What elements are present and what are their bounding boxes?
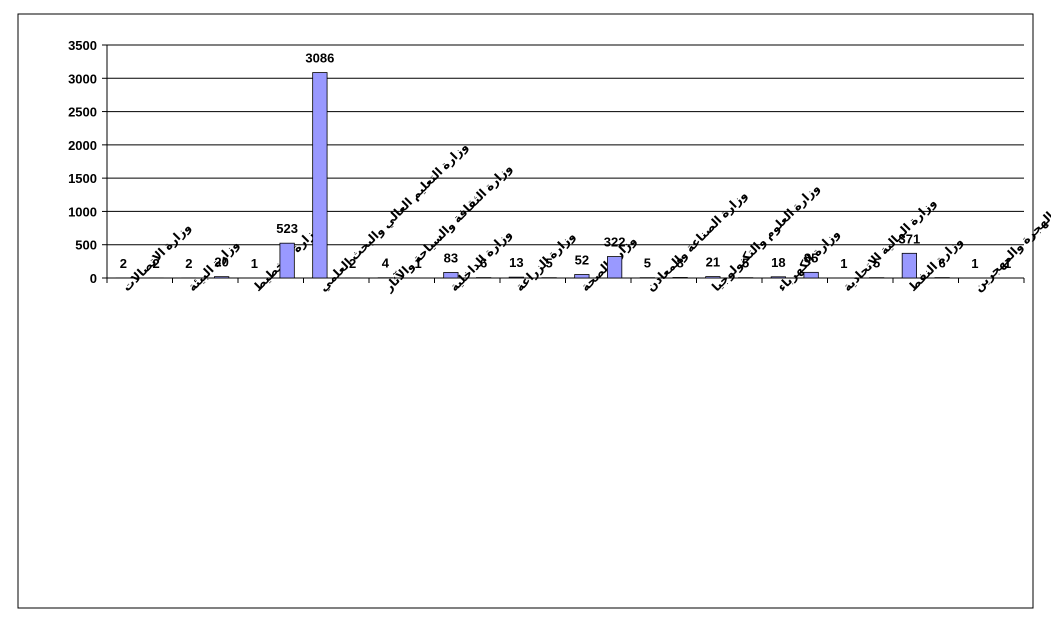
data-label: 18 — [771, 255, 785, 270]
data-label: 6 — [939, 256, 946, 271]
data-label: 1 — [1004, 256, 1011, 271]
data-label: 8 — [677, 255, 684, 270]
bar — [803, 271, 819, 279]
y-tick-label: 500 — [75, 238, 97, 253]
bar — [508, 276, 524, 279]
data-label: 13 — [509, 255, 523, 270]
data-label: 1 — [971, 256, 978, 271]
data-label: 2 — [185, 256, 192, 271]
data-label: 2 — [153, 256, 160, 271]
data-label: 4 — [382, 256, 390, 271]
data-label: 1 — [251, 256, 258, 271]
data-label: 21 — [706, 255, 720, 270]
bar — [770, 276, 786, 279]
data-label: 6 — [480, 256, 487, 271]
data-label: 322 — [604, 235, 626, 250]
data-label: 1 — [840, 256, 847, 271]
bar — [312, 72, 328, 279]
bar — [705, 276, 721, 279]
bar — [443, 272, 459, 279]
data-label: 2 — [349, 256, 356, 271]
data-label: 5 — [873, 256, 880, 271]
y-tick-label: 0 — [90, 271, 97, 286]
y-tick-label: 1500 — [68, 171, 97, 186]
bar — [607, 256, 623, 279]
data-label: 5 — [644, 256, 651, 271]
y-tick-label: 3500 — [68, 38, 97, 53]
data-label: 52 — [575, 253, 589, 268]
data-label: 3086 — [305, 51, 334, 66]
y-tick-label: 2500 — [68, 105, 97, 120]
bar — [214, 276, 230, 279]
bar — [672, 277, 688, 279]
data-label: 523 — [276, 221, 298, 236]
data-label: 83 — [444, 250, 458, 265]
data-label: 1 — [415, 256, 422, 271]
data-label: 2 — [120, 256, 127, 271]
bar — [279, 242, 295, 279]
data-label: 20 — [214, 255, 228, 270]
data-label: 85 — [804, 250, 818, 265]
y-tick-label: 2000 — [68, 138, 97, 153]
bar — [574, 274, 590, 279]
chart-border — [17, 13, 1034, 609]
y-tick-label: 3000 — [68, 71, 97, 86]
data-label: 371 — [899, 231, 921, 246]
data-label: 5 — [546, 256, 553, 271]
bar — [901, 252, 917, 279]
data-label: 5 — [742, 256, 749, 271]
y-tick-label: 1000 — [68, 204, 97, 219]
